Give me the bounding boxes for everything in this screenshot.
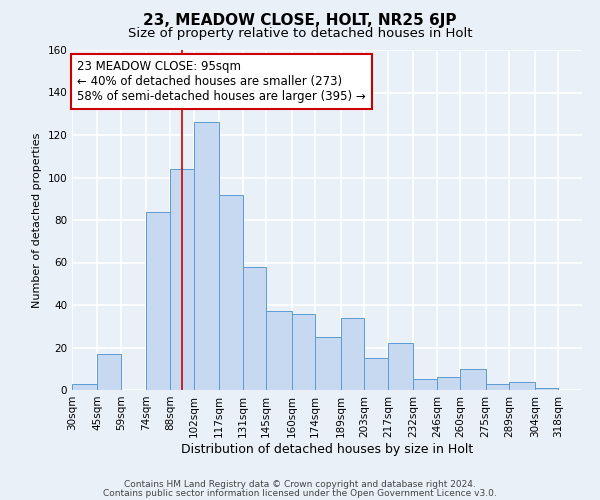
Bar — [535, 388, 559, 390]
Bar — [460, 369, 486, 390]
Bar — [364, 358, 388, 390]
Bar — [266, 312, 292, 390]
Text: Contains public sector information licensed under the Open Government Licence v3: Contains public sector information licen… — [103, 488, 497, 498]
Y-axis label: Number of detached properties: Number of detached properties — [32, 132, 42, 308]
Bar — [219, 194, 242, 390]
Text: Size of property relative to detached houses in Holt: Size of property relative to detached ho… — [128, 28, 472, 40]
Bar — [388, 343, 413, 390]
Bar — [170, 169, 194, 390]
Bar — [292, 314, 315, 390]
X-axis label: Distribution of detached houses by size in Holt: Distribution of detached houses by size … — [181, 442, 473, 456]
Bar — [72, 384, 97, 390]
Bar — [341, 318, 364, 390]
Bar — [194, 122, 219, 390]
Bar — [486, 384, 509, 390]
Bar — [315, 337, 341, 390]
Bar — [509, 382, 535, 390]
Bar — [97, 354, 121, 390]
Text: 23 MEADOW CLOSE: 95sqm
← 40% of detached houses are smaller (273)
58% of semi-de: 23 MEADOW CLOSE: 95sqm ← 40% of detached… — [77, 60, 366, 103]
Bar — [242, 267, 266, 390]
Bar — [146, 212, 170, 390]
Text: 23, MEADOW CLOSE, HOLT, NR25 6JP: 23, MEADOW CLOSE, HOLT, NR25 6JP — [143, 12, 457, 28]
Bar — [413, 380, 437, 390]
Bar — [437, 378, 460, 390]
Text: Contains HM Land Registry data © Crown copyright and database right 2024.: Contains HM Land Registry data © Crown c… — [124, 480, 476, 489]
